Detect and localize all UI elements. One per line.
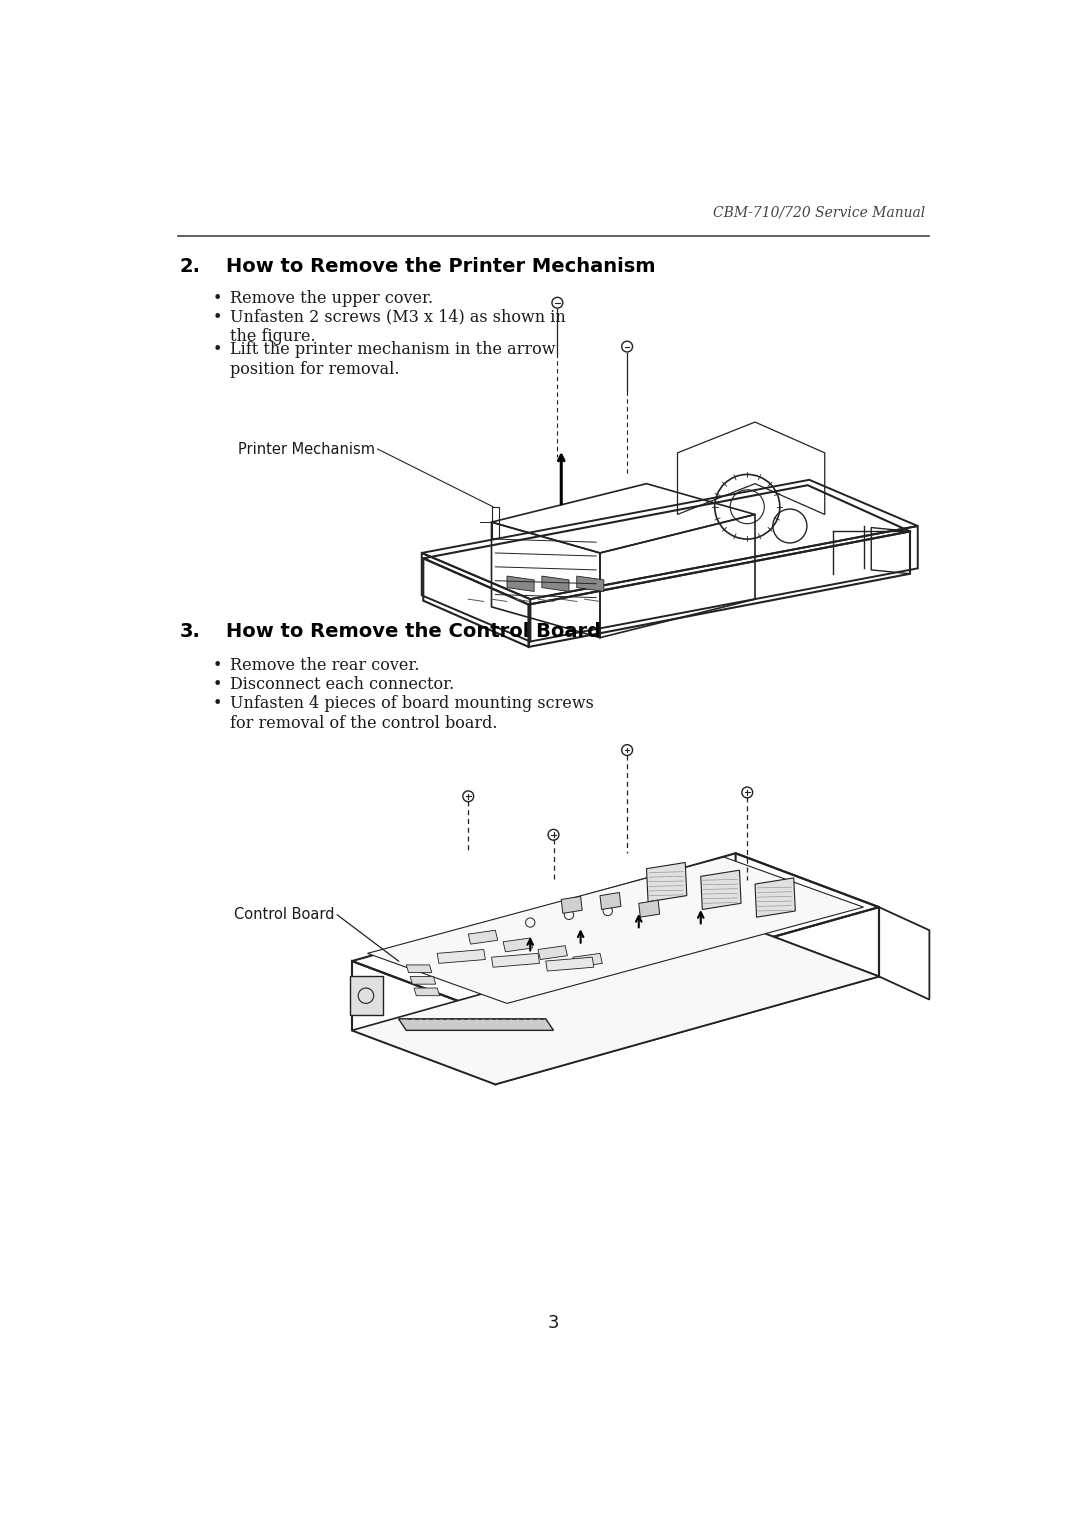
- Polygon shape: [491, 953, 540, 967]
- Polygon shape: [410, 976, 435, 984]
- Polygon shape: [406, 964, 432, 973]
- Polygon shape: [638, 900, 660, 917]
- Polygon shape: [562, 897, 582, 914]
- Text: Control Board: Control Board: [234, 908, 335, 923]
- Polygon shape: [577, 576, 604, 591]
- Polygon shape: [538, 946, 567, 960]
- Polygon shape: [701, 871, 741, 909]
- Polygon shape: [469, 931, 498, 944]
- Text: Remove the upper cover.: Remove the upper cover.: [230, 290, 433, 307]
- Polygon shape: [507, 576, 535, 591]
- Text: •: •: [213, 695, 221, 712]
- Polygon shape: [350, 976, 383, 1015]
- Text: •: •: [213, 677, 221, 694]
- Text: 3: 3: [548, 1314, 559, 1332]
- Polygon shape: [503, 938, 532, 952]
- Text: CBM-710/720 Service Manual: CBM-710/720 Service Manual: [713, 206, 926, 220]
- Polygon shape: [352, 923, 879, 1085]
- Polygon shape: [367, 857, 864, 1004]
- Text: Unfasten 4 pieces of board mounting screws
for removal of the control board.: Unfasten 4 pieces of board mounting scre…: [230, 695, 593, 732]
- Text: Remove the rear cover.: Remove the rear cover.: [230, 657, 419, 674]
- Polygon shape: [542, 576, 569, 591]
- Text: 3.: 3.: [180, 622, 201, 642]
- Text: •: •: [213, 341, 221, 358]
- Polygon shape: [545, 957, 594, 972]
- Text: Lift the printer mechanism in the arrow
position for removal.: Lift the printer mechanism in the arrow …: [230, 341, 555, 377]
- Text: •: •: [213, 309, 221, 325]
- Polygon shape: [414, 989, 440, 996]
- Polygon shape: [600, 892, 621, 909]
- Text: •: •: [213, 290, 221, 307]
- Text: How to Remove the Control Board: How to Remove the Control Board: [227, 622, 602, 642]
- Polygon shape: [437, 949, 485, 963]
- Text: How to Remove the Printer Mechanism: How to Remove the Printer Mechanism: [227, 257, 656, 275]
- Polygon shape: [755, 879, 795, 917]
- Polygon shape: [572, 953, 603, 967]
- Polygon shape: [647, 862, 687, 902]
- Text: 2.: 2.: [180, 257, 201, 275]
- Text: •: •: [213, 657, 221, 674]
- Text: Unfasten 2 screws (M3 x 14) as shown in
the figure.: Unfasten 2 screws (M3 x 14) as shown in …: [230, 309, 565, 345]
- Text: Disconnect each connector.: Disconnect each connector.: [230, 677, 454, 694]
- Polygon shape: [399, 1019, 554, 1030]
- Text: Printer Mechanism: Printer Mechanism: [239, 442, 375, 457]
